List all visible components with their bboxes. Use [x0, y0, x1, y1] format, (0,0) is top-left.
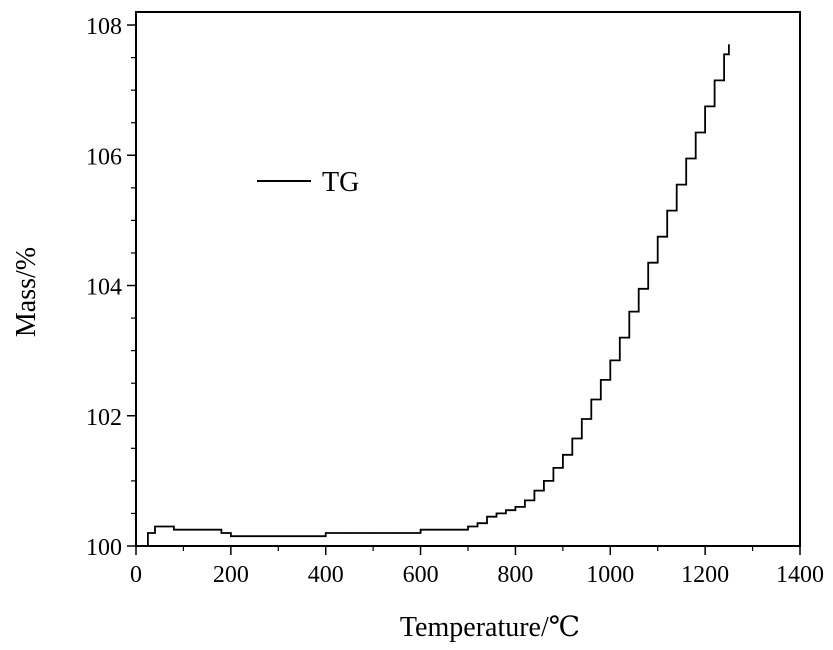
x-tick-label: 200 — [213, 562, 249, 588]
data-point — [277, 535, 279, 537]
data-point — [571, 437, 573, 440]
data-point — [628, 311, 630, 313]
data-point — [695, 131, 697, 134]
data-point — [562, 454, 564, 456]
data-point — [638, 288, 640, 290]
plot-frame — [135, 11, 801, 547]
data-point — [348, 532, 350, 534]
data-point — [467, 525, 469, 528]
x-tick-label: 0 — [130, 562, 142, 588]
data-point — [524, 499, 526, 501]
x-axis-label: Temperature/℃ — [400, 612, 580, 643]
data-point — [581, 418, 583, 420]
data-point — [154, 525, 156, 528]
data-point — [552, 467, 555, 469]
data-point — [220, 532, 222, 534]
data-point — [543, 480, 545, 482]
x-tick-label: 1200 — [681, 562, 729, 588]
data-point — [600, 379, 602, 381]
data-point — [372, 532, 374, 534]
data-point — [486, 516, 488, 518]
data-point — [514, 506, 517, 508]
data-point — [173, 529, 175, 531]
legend-label-tg: TG — [322, 167, 359, 198]
data-point — [495, 512, 498, 515]
data-point — [704, 105, 706, 107]
y-tick-label: 104 — [86, 275, 122, 301]
data-point — [420, 529, 422, 531]
data-point — [325, 532, 327, 534]
y-axis-label: Mass/% — [11, 247, 42, 337]
data-point — [666, 210, 668, 212]
data-point — [163, 525, 166, 528]
data-point — [144, 545, 147, 547]
data-point — [230, 535, 232, 537]
data-point — [147, 532, 149, 534]
y-tick-label: 106 — [86, 144, 122, 170]
data-point — [609, 359, 611, 361]
x-tick-label: 1400 — [776, 562, 824, 588]
data-point — [533, 490, 536, 492]
data-point — [301, 535, 303, 537]
data-point — [723, 53, 725, 55]
data-point — [714, 79, 716, 81]
data-point — [728, 44, 730, 46]
data-point — [647, 262, 649, 264]
data-point — [476, 522, 479, 524]
y-tick-label: 102 — [86, 405, 122, 431]
data-point — [443, 529, 445, 531]
x-tick-label: 400 — [308, 562, 344, 588]
data-point — [206, 529, 208, 531]
data-point — [619, 337, 621, 339]
data-point — [182, 529, 184, 531]
data-point — [676, 184, 678, 186]
data-point — [505, 509, 507, 511]
x-tick-label: 1000 — [586, 562, 634, 588]
data-point — [254, 535, 256, 537]
data-point — [685, 157, 687, 160]
data-point — [657, 236, 659, 238]
y-tick-label: 100 — [86, 535, 122, 561]
x-tick-label: 800 — [497, 562, 533, 588]
data-point — [590, 398, 592, 401]
x-tick-label: 600 — [403, 562, 439, 588]
series-line-tg — [145, 44, 730, 547]
y-tick-label: 108 — [86, 14, 122, 40]
data-point — [396, 532, 398, 534]
